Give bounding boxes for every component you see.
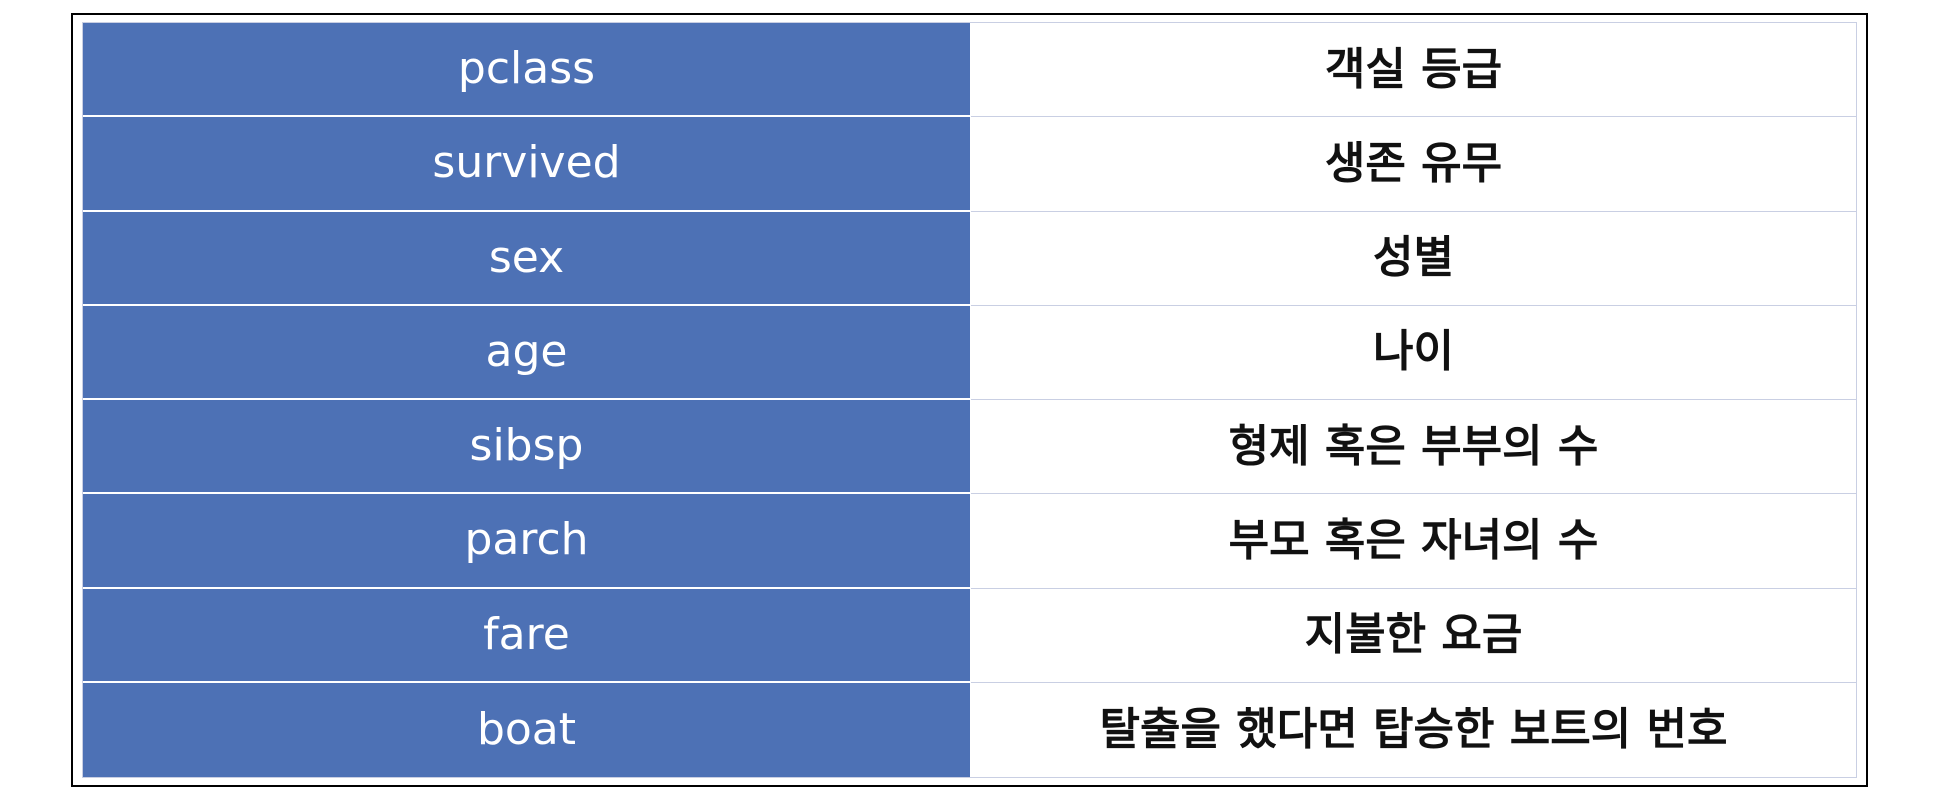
field-name-cell: parch: [83, 494, 971, 589]
field-description-cell: 객실 등급: [971, 23, 1856, 118]
field-name-cell: sibsp: [83, 400, 971, 495]
field-description-cell: 탈출을 했다면 탑승한 보트의 번호: [971, 682, 1856, 777]
field-name-cell: sex: [83, 211, 971, 306]
field-description-cell: 나이: [971, 305, 1856, 400]
field-name-cell: pclass: [83, 23, 971, 118]
field-name-cell: age: [83, 305, 971, 400]
field-name-cell: survived: [83, 117, 971, 212]
field-name-cell: boat: [83, 682, 971, 777]
field-description-cell: 형제 혹은 부부의 수: [971, 400, 1856, 495]
table-frame: pclass 객실 등급 survived 생존 유무 sex 성별 age 나…: [71, 13, 1868, 787]
field-description-cell: 성별: [971, 211, 1856, 306]
field-description-cell: 부모 혹은 자녀의 수: [971, 494, 1856, 589]
field-name-cell: fare: [83, 588, 971, 683]
field-description-cell: 지불한 요금: [971, 588, 1856, 683]
variable-description-table: pclass 객실 등급 survived 생존 유무 sex 성별 age 나…: [82, 22, 1857, 778]
field-description-cell: 생존 유무: [971, 117, 1856, 212]
